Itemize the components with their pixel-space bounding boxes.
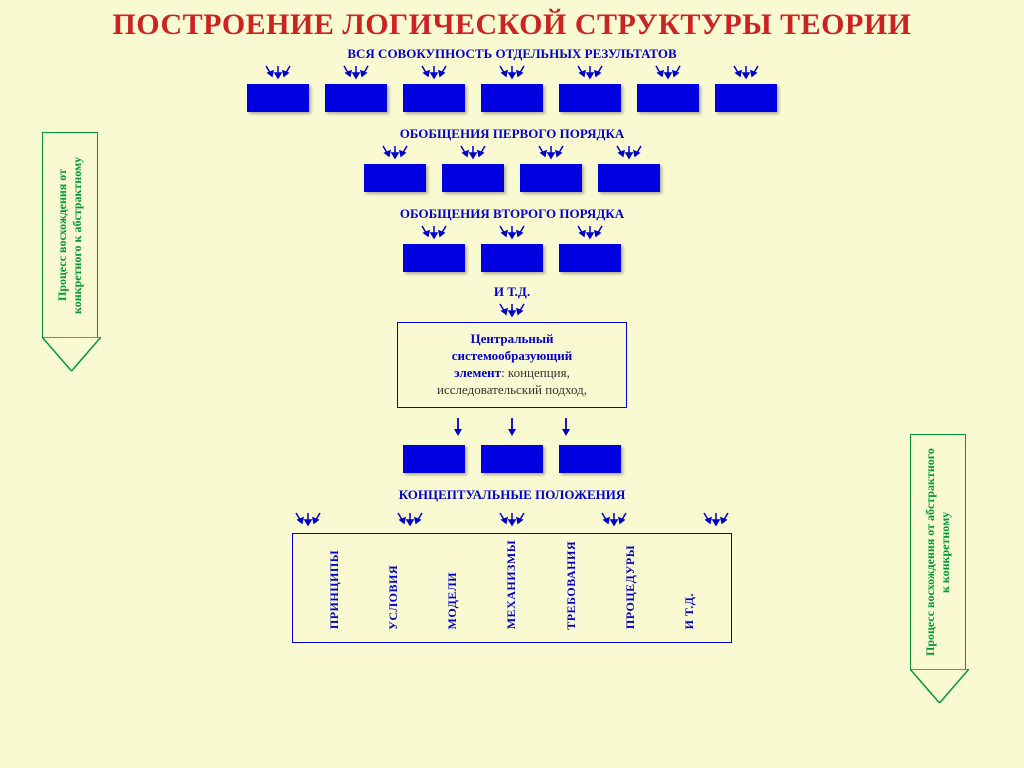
left-arrow-head-icon — [42, 337, 101, 371]
bottom-category-label: ТРЕБОВАНИЯ — [564, 541, 579, 630]
data-block — [247, 84, 309, 112]
bottom-category-label: ПРИНЦИПЫ — [327, 550, 342, 629]
arrow-cluster-icon — [442, 144, 504, 162]
data-block — [481, 445, 543, 473]
block-row-3 — [403, 244, 621, 272]
left-process-text: Процесс восхождения от конкретного к абс… — [55, 143, 85, 327]
central-element-box: Центральный системообразующий элемент: к… — [397, 322, 627, 408]
level-label-1: ВСЯ СОВОКУПНОСТЬ ОТДЕЛЬНЫХ РЕЗУЛЬТАТОВ — [347, 46, 676, 62]
arrow-cluster-icon — [637, 64, 699, 82]
data-block — [559, 445, 621, 473]
down-arrow-icon — [505, 416, 519, 443]
arrow-row-1 — [247, 64, 777, 82]
block-row-2 — [364, 164, 660, 192]
data-block — [598, 164, 660, 192]
arrow-cluster-icon — [481, 224, 543, 242]
down-arrow-icon — [559, 416, 573, 443]
page-title: ПОСТРОЕНИЕ ЛОГИЧЕСКОЙ СТРУКТУРЫ ТЕОРИИ — [0, 0, 1024, 46]
data-block — [520, 164, 582, 192]
bottom-categories-box: ПРИНЦИПЫ УСЛОВИЯ МОДЕЛИ МЕХАНИЗМЫ ТРЕБОВАНИЯ… — [292, 533, 732, 643]
arrow-cluster-icon — [403, 64, 465, 82]
arrow-cluster-icon — [325, 64, 387, 82]
level-label-4: И Т.Д. — [494, 284, 530, 300]
down-arrow-icon — [451, 416, 465, 443]
data-block — [403, 244, 465, 272]
level-label-3: ОБОБЩЕНИЯ ВТОРОГО ПОРЯДКА — [400, 206, 624, 222]
central-bold-2: системообразующий — [452, 348, 572, 363]
data-block — [637, 84, 699, 112]
arrow-row-2 — [364, 144, 660, 162]
data-block — [403, 445, 465, 473]
data-block — [559, 84, 621, 112]
data-block — [364, 164, 426, 192]
bottom-category-label: И Т.Д. — [682, 593, 697, 629]
central-bold-3: элемент — [454, 365, 501, 380]
arrow-cluster-icon — [583, 511, 645, 529]
bottom-category-label: УСЛОВИЯ — [386, 565, 401, 630]
arrow-cluster-icon — [403, 224, 465, 242]
arrow-row-3 — [403, 224, 621, 242]
block-row-below-central — [403, 445, 621, 473]
arrow-cluster-icon — [481, 64, 543, 82]
arrow-cluster-icon — [364, 144, 426, 162]
arrow-cluster-icon — [520, 144, 582, 162]
arrow-cluster-icon — [277, 511, 339, 529]
conceptual-label: КОНЦЕПТУАЛЬНЫЕ ПОЛОЖЕНИЯ — [399, 487, 626, 503]
level-label-2: ОБОБЩЕНИЯ ПЕРВОГО ПОРЯДКА — [400, 126, 625, 142]
diagram-center-column: ВСЯ СОВОКУПНОСТЬ ОТДЕЛЬНЫХ РЕЗУЛЬТАТОВ — [180, 46, 844, 643]
right-process-arrow: Процесс восхождения от абстрактного к ко… — [910, 434, 966, 670]
arrow-cluster-icon — [559, 64, 621, 82]
data-block — [325, 84, 387, 112]
arrow-cluster-icon — [379, 511, 441, 529]
arrow-cluster-icon — [481, 511, 543, 529]
bottom-arrow-row — [277, 511, 747, 529]
data-block — [559, 244, 621, 272]
block-row-1 — [247, 84, 777, 112]
left-process-arrow: Процесс восхождения от конкретного к абс… — [42, 132, 98, 338]
arrow-cluster-icon — [481, 302, 543, 320]
arrow-cluster-icon — [685, 511, 747, 529]
data-block — [442, 164, 504, 192]
bottom-category-label: МЕХАНИЗМЫ — [504, 540, 519, 629]
arrow-row-4 — [481, 302, 543, 320]
bottom-category-label: МОДЕЛИ — [445, 572, 460, 629]
data-block — [481, 244, 543, 272]
arrow-cluster-icon — [247, 64, 309, 82]
bottom-category-label: ПРОЦЕДУРЫ — [623, 545, 638, 629]
arrow-cluster-icon — [559, 224, 621, 242]
data-block — [715, 84, 777, 112]
right-arrow-head-icon — [910, 669, 969, 703]
central-down-arrows — [451, 416, 573, 443]
arrow-cluster-icon — [715, 64, 777, 82]
right-process-text: Процесс восхождения от абстрактного к ко… — [923, 445, 953, 659]
arrow-cluster-icon — [598, 144, 660, 162]
central-bold-1: Центральный — [470, 331, 553, 346]
data-block — [403, 84, 465, 112]
data-block — [481, 84, 543, 112]
